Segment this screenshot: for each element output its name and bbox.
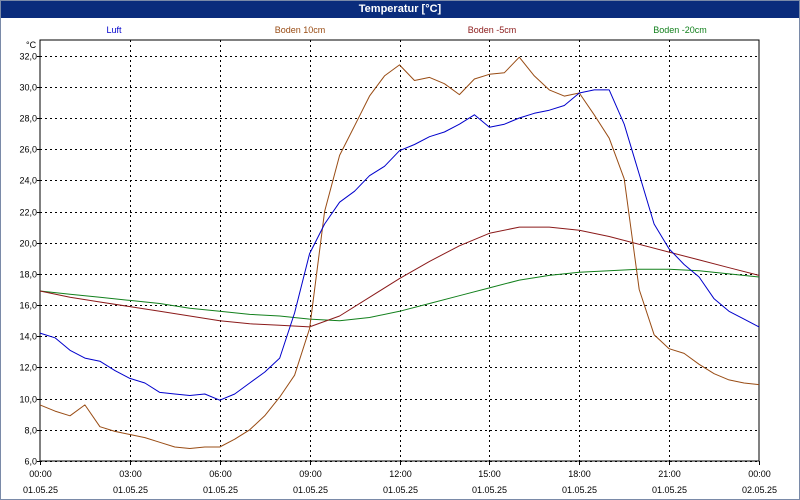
x-tick-time: 15:00 (478, 469, 501, 479)
legend-entry-boden-20cm: Boden -20cm (653, 25, 707, 35)
x-tick-date: 01.05.25 (23, 485, 58, 495)
y-tick-label: 24,0 (19, 176, 37, 186)
y-tick-label: 26,0 (19, 145, 37, 155)
y-tick-label: 18,0 (19, 270, 37, 280)
y-tick-label: 20,0 (19, 239, 37, 249)
series-line-boden-10cm (39, 56, 760, 449)
series-line-boden-5cm (39, 226, 760, 328)
window-title: Temperatur [°C] (1, 1, 799, 18)
y-tick-label: 28,0 (19, 114, 37, 124)
y-tick-label: 12,0 (19, 363, 37, 373)
x-tick-date: 01.05.25 (203, 485, 238, 495)
x-tick-date: 01.05.25 (472, 485, 507, 495)
x-tick-time: 00:00 (29, 469, 52, 479)
y-tick-label: 10,0 (19, 395, 37, 405)
y-axis-unit: °C (26, 40, 37, 50)
x-tick-time: 06:00 (209, 469, 232, 479)
series-line-boden-20cm (39, 268, 760, 322)
x-tick-date: 01.05.25 (383, 485, 418, 495)
x-tick-time: 18:00 (568, 469, 591, 479)
x-tick-time: 03:00 (119, 469, 142, 479)
series-line-luft (39, 89, 760, 401)
legend-entry-boden-5cm: Boden -5cm (468, 25, 517, 35)
x-tick-date: 01.05.25 (113, 485, 148, 495)
x-tick-time: 00:00 (748, 469, 771, 479)
y-tick-label: 32,0 (19, 52, 37, 62)
y-tick-label: 8,0 (24, 426, 37, 436)
y-tick-label: 30,0 (19, 83, 37, 93)
plot-area (39, 39, 760, 462)
x-tick-date: 01.05.25 (652, 485, 687, 495)
x-tick-time: 09:00 (299, 469, 322, 479)
legend-entry-luft: Luft (106, 25, 122, 35)
y-tick-label: 6,0 (24, 457, 37, 467)
x-tick-date: 01.05.25 (293, 485, 328, 495)
y-tick-label: 14,0 (19, 332, 37, 342)
y-tick-label: 16,0 (19, 301, 37, 311)
x-tick-time: 12:00 (389, 469, 412, 479)
y-tick-label: 22,0 (19, 208, 37, 218)
legend-entry-boden-10cm: Boden 10cm (275, 25, 326, 35)
x-tick-date: 02.05.25 (742, 485, 777, 495)
x-tick-time: 21:00 (658, 469, 681, 479)
x-tick-date: 01.05.25 (562, 485, 597, 495)
